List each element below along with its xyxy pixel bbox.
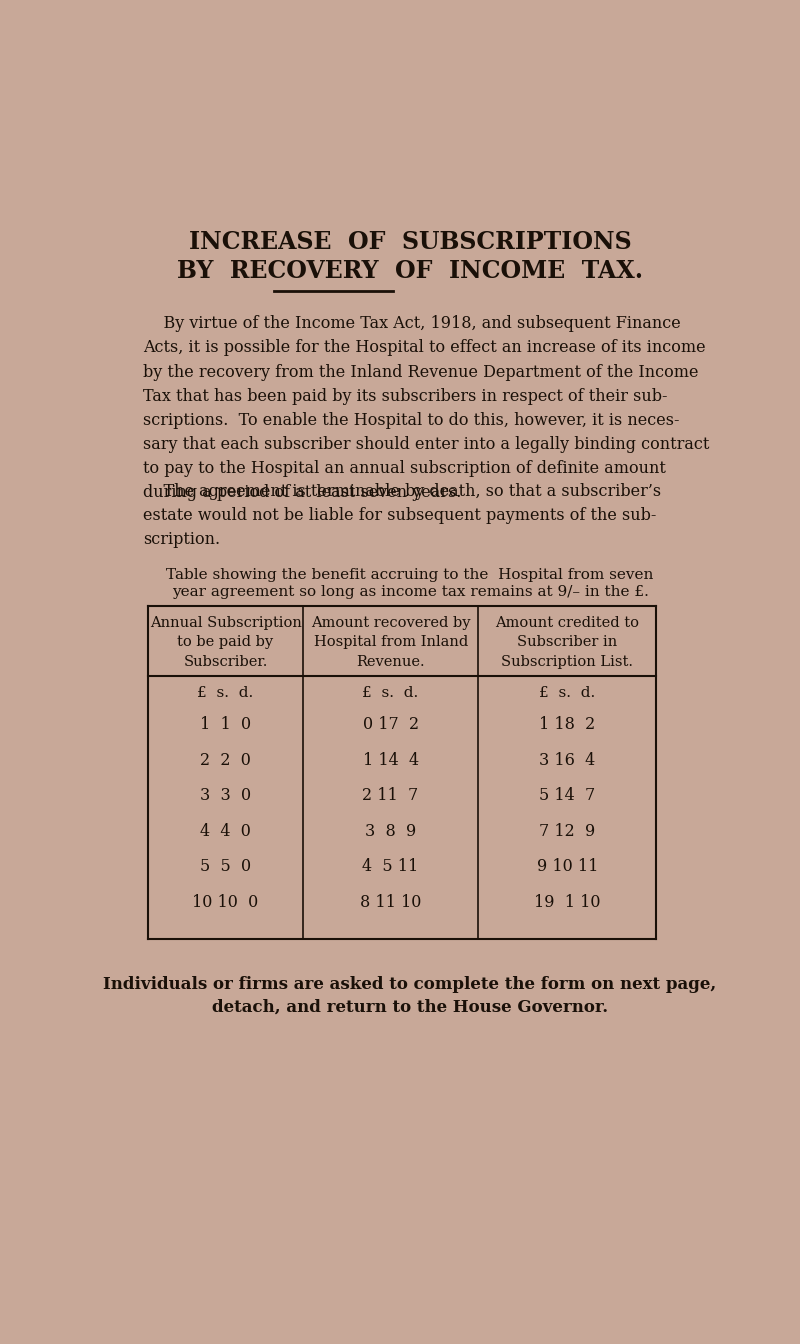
Text: 0 17  2: 0 17 2: [362, 716, 418, 734]
Text: £  s.  d.: £ s. d.: [362, 685, 418, 700]
Text: year agreement so long as income tax remains at 9/– in the £.: year agreement so long as income tax rem…: [171, 585, 649, 599]
Text: 10 10  0: 10 10 0: [193, 894, 258, 910]
Text: 5  5  0: 5 5 0: [200, 857, 251, 875]
Text: 3  8  9: 3 8 9: [365, 823, 416, 840]
Text: Individuals or firms are asked to complete the form on next page,: Individuals or firms are asked to comple…: [103, 976, 717, 993]
Text: £  s.  d.: £ s. d.: [198, 685, 254, 700]
Text: 9 10 11: 9 10 11: [537, 857, 598, 875]
Text: 4  5 11: 4 5 11: [362, 857, 418, 875]
Text: 4  4  0: 4 4 0: [200, 823, 251, 840]
Text: 5 14  7: 5 14 7: [539, 788, 595, 804]
Text: 1 18  2: 1 18 2: [539, 716, 595, 734]
Text: 7 12  9: 7 12 9: [539, 823, 595, 840]
Text: Amount recovered by
Hospital from Inland
Revenue.: Amount recovered by Hospital from Inland…: [311, 616, 470, 668]
Text: Annual Subscription
to be paid by
Subscriber.: Annual Subscription to be paid by Subscr…: [150, 616, 302, 668]
Text: 1  1  0: 1 1 0: [200, 716, 251, 734]
Text: 8 11 10: 8 11 10: [360, 894, 422, 910]
Text: 3  3  0: 3 3 0: [200, 788, 251, 804]
Text: 2 11  7: 2 11 7: [362, 788, 418, 804]
Text: Amount credited to
Subscriber in
Subscription List.: Amount credited to Subscriber in Subscri…: [495, 616, 639, 668]
Text: BY  RECOVERY  OF  INCOME  TAX.: BY RECOVERY OF INCOME TAX.: [177, 258, 643, 282]
Text: detach, and return to the House Governor.: detach, and return to the House Governor…: [212, 999, 608, 1016]
Text: 19  1 10: 19 1 10: [534, 894, 601, 910]
Text: £  s.  d.: £ s. d.: [539, 685, 595, 700]
Text: 1 14  4: 1 14 4: [362, 751, 418, 769]
Text: By virtue of the Income Tax Act, 1918, and subsequent Finance
Acts, it is possib: By virtue of the Income Tax Act, 1918, a…: [142, 316, 709, 501]
Text: 3 16  4: 3 16 4: [539, 751, 595, 769]
Text: The agreement is terminable by death, so that a subscriber’s
estate would not be: The agreement is terminable by death, so…: [142, 482, 661, 548]
Text: 2  2  0: 2 2 0: [200, 751, 251, 769]
Text: Table showing the benefit accruing to the  Hospital from seven: Table showing the benefit accruing to th…: [166, 567, 654, 582]
Text: INCREASE  OF  SUBSCRIPTIONS: INCREASE OF SUBSCRIPTIONS: [189, 230, 631, 254]
